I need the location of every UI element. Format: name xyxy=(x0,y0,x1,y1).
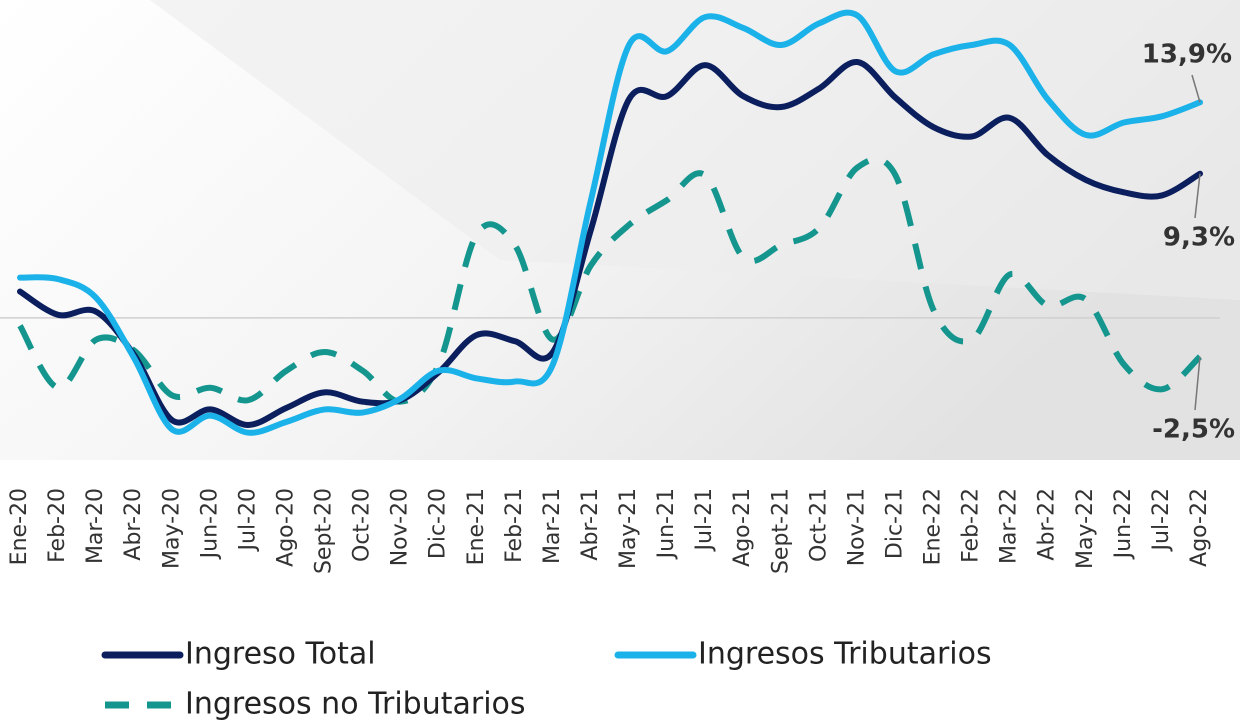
x-tick-label: Nov-20 xyxy=(388,488,413,566)
x-tick-label: Dic-21 xyxy=(882,488,907,559)
x-tick-label: Oct-20 xyxy=(350,488,375,562)
x-tick-label: Sept-20 xyxy=(312,488,337,574)
x-tick-label: Feb-20 xyxy=(45,488,70,563)
x-tick-label: Ene-21 xyxy=(464,488,489,565)
x-tick-label: Feb-21 xyxy=(502,488,527,563)
x-tick-label: Mar-20 xyxy=(83,488,108,564)
x-tick-label: Jul-21 xyxy=(692,488,717,552)
x-tick-label: Mar-21 xyxy=(540,488,565,564)
value-label: 13,9% xyxy=(1142,40,1232,70)
x-tick-label: Dic-20 xyxy=(426,488,451,559)
x-tick-label: Jul-22 xyxy=(1149,488,1174,552)
x-tick-label: Mar-22 xyxy=(997,488,1022,564)
x-tick-label: Abr-20 xyxy=(121,488,146,561)
x-tick-label: Jun-20 xyxy=(197,488,222,560)
x-tick-label: Feb-22 xyxy=(959,488,984,563)
value-label: -2,5% xyxy=(1152,415,1235,445)
x-tick-label: Ene-20 xyxy=(7,488,32,565)
legend-label: Ingresos Tributarios xyxy=(698,637,992,672)
x-tick-label: Nov-21 xyxy=(844,488,869,566)
x-tick-label: Ago-20 xyxy=(273,488,298,567)
x-tick-label: Ago-21 xyxy=(730,488,755,567)
x-tick-label: May-22 xyxy=(1073,488,1098,569)
x-tick-label: Abr-21 xyxy=(578,488,603,561)
x-tick-label: Jun-22 xyxy=(1111,488,1136,560)
legend-label: Ingresos no Tributarios xyxy=(185,687,526,722)
legend-label: Ingreso Total xyxy=(185,637,376,672)
x-tick-label: Jun-21 xyxy=(654,488,679,560)
x-tick-label: Ene-22 xyxy=(921,488,946,565)
x-tick-label: May-20 xyxy=(159,488,184,569)
x-tick-label: Oct-21 xyxy=(806,488,831,562)
value-label: 9,3% xyxy=(1163,223,1235,253)
x-tick-label: Ago-22 xyxy=(1187,488,1212,567)
chart: Ene-20 Feb-20 Mar-20 Abr-20 May-20 Jun-20 Jul-… xyxy=(0,0,1240,725)
x-tick-label: Sept-21 xyxy=(768,488,793,574)
x-tick-label: Abr-22 xyxy=(1035,488,1060,561)
x-tick-label: Jul-20 xyxy=(235,488,260,552)
x-tick-label: May-21 xyxy=(616,488,641,569)
